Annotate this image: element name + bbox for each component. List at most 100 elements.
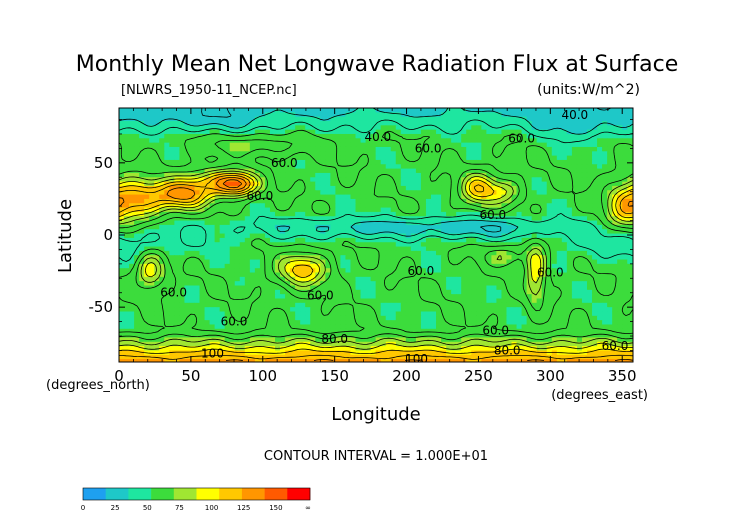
field-cell — [285, 224, 291, 230]
field-cell — [300, 120, 306, 126]
field-cell — [436, 298, 442, 304]
field-cell — [415, 120, 422, 126]
field-cell — [335, 315, 342, 321]
field-cell — [441, 289, 447, 295]
field-cell — [405, 263, 412, 269]
field-cell — [249, 281, 256, 287]
field-cell — [446, 242, 452, 248]
field-cell — [395, 302, 402, 308]
field-cell — [531, 302, 538, 308]
field-cell — [139, 255, 145, 261]
field-cell — [446, 116, 452, 122]
field-cell — [461, 268, 467, 274]
field-cell — [189, 185, 196, 191]
field-cell — [360, 255, 367, 261]
field-cell — [159, 181, 165, 187]
field-cell — [627, 151, 633, 157]
field-cell — [571, 207, 578, 213]
field-cell — [249, 311, 256, 317]
field-cell — [395, 289, 402, 295]
field-cell — [129, 216, 135, 222]
field-cell — [375, 216, 382, 222]
field-cell — [481, 181, 487, 187]
field-cell — [129, 281, 135, 287]
field-cell — [390, 194, 397, 200]
field-cell — [300, 298, 306, 304]
field-cell — [400, 246, 407, 252]
field-cell — [340, 285, 347, 291]
field-cell — [476, 185, 482, 191]
field-cell — [300, 198, 306, 204]
field-cell — [506, 159, 513, 165]
field-cell — [491, 220, 498, 226]
field-cell — [451, 172, 457, 178]
field-cell — [592, 155, 598, 161]
field-cell — [259, 190, 266, 196]
field-cell — [124, 302, 130, 308]
field-cell — [476, 133, 482, 139]
field-cell — [576, 177, 583, 183]
field-cell — [385, 285, 392, 291]
field-cell — [561, 307, 568, 313]
field-cell — [566, 246, 573, 252]
field-cell — [526, 259, 533, 265]
field-cell — [516, 181, 523, 187]
field-cell — [420, 250, 427, 256]
field-cell — [536, 129, 543, 135]
field-cell — [199, 298, 206, 304]
field-cell — [159, 203, 165, 209]
field-cell — [184, 108, 191, 113]
field-cell — [365, 263, 372, 269]
field-cell — [224, 276, 231, 282]
field-cell — [597, 302, 603, 308]
field-cell — [174, 229, 180, 235]
field-cell — [310, 198, 316, 204]
field-cell — [290, 281, 296, 287]
field-cell — [164, 155, 170, 161]
field-cell — [561, 268, 568, 274]
field-cell — [119, 108, 125, 113]
field-cell — [174, 250, 180, 256]
field-cell — [602, 194, 608, 200]
field-cell — [129, 233, 135, 239]
field-cell — [224, 294, 231, 300]
field-cell — [476, 129, 482, 135]
field-cell — [541, 155, 548, 161]
field-cell — [511, 224, 518, 230]
field-cell — [159, 220, 165, 226]
field-cell — [254, 250, 261, 256]
field-cell — [597, 229, 603, 235]
field-cell — [541, 250, 548, 256]
field-cell — [576, 185, 583, 191]
field-cell — [410, 112, 417, 118]
field-cell — [159, 133, 165, 139]
field-cell — [390, 133, 397, 139]
field-cell — [214, 211, 221, 217]
field-cell — [561, 216, 568, 222]
field-cell — [420, 138, 427, 144]
field-cell — [159, 177, 165, 183]
field-cell — [209, 112, 216, 118]
field-cell — [340, 298, 347, 304]
field-cell — [360, 224, 367, 230]
field-cell — [280, 315, 286, 321]
field-cell — [164, 198, 170, 204]
field-cell — [259, 246, 266, 252]
field-cell — [320, 298, 326, 304]
field-cell — [602, 268, 608, 274]
field-cell — [305, 268, 311, 274]
field-cell — [571, 255, 578, 261]
field-cell — [285, 311, 291, 317]
field-cell — [365, 177, 372, 183]
field-cell — [269, 116, 276, 122]
field-cell — [561, 203, 568, 209]
field-cell — [425, 108, 432, 113]
field-cell — [446, 250, 452, 256]
field-cell — [571, 168, 578, 174]
field-cell — [365, 164, 372, 170]
field-cell — [420, 276, 427, 282]
field-cell — [204, 276, 211, 282]
field-cell — [622, 151, 628, 157]
field-cell — [541, 164, 548, 170]
field-cell — [144, 220, 150, 226]
